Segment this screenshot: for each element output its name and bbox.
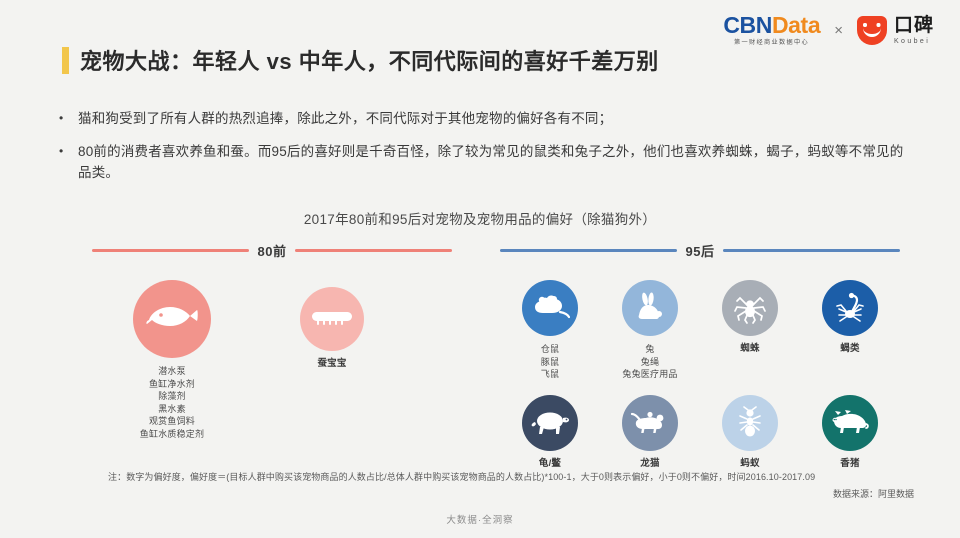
bullet-item: • 猫和狗受到了所有人群的热烈追捧，除此之外，不同代际对于其他宠物的偏好各有不同… xyxy=(56,108,916,129)
brand-bar: CBNData 第一财经商业数据中心 × 口碑 Koubei xyxy=(723,14,934,47)
chinchilla-label-0: 龙猫 xyxy=(640,457,660,469)
bullet-text: 猫和狗受到了所有人群的热烈追捧，除此之外，不同代际对于其他宠物的偏好各有不同； xyxy=(78,111,613,126)
scorpion-label-0: 蝎类 xyxy=(840,343,860,354)
bullet-list: • 猫和狗受到了所有人群的热烈追捧，除此之外，不同代际对于其他宠物的偏好各有不同… xyxy=(56,108,916,195)
panel-80qian-title: 80前 xyxy=(257,243,287,259)
koubei-english-name: Koubei xyxy=(893,37,931,45)
panel-95hou-items: 仓鼠 豚鼠 飞鼠 xyxy=(500,280,900,470)
title-accent-bar xyxy=(62,46,69,74)
item-ant[interactable]: 蚂蚁 xyxy=(700,394,800,471)
spider-label-0: 蜘蛛 xyxy=(740,343,760,354)
pig-labels: 香猪 xyxy=(800,458,900,471)
koubei-logo: 口碑 Koubei xyxy=(856,15,934,45)
bullet-text: 80前的消费者喜欢养鱼和蚕。而95后的喜好则是千奇百怪，除了较为常见的鼠类和兔子… xyxy=(78,144,904,180)
item-scorpion[interactable]: 蝎类 xyxy=(800,280,900,381)
turtle-icon xyxy=(522,394,578,451)
panel-80qian-header: 80前 xyxy=(92,240,452,260)
panel-rule-left xyxy=(92,248,249,252)
fish-labels: 潜水泵 鱼缸净水剂 除藻剂 黑水素 观赏鱼饲料 鱼缸水质稳定剂 xyxy=(92,365,252,440)
rabbit-label-2: 兔兔医疗用品 xyxy=(622,369,678,379)
item-silkworm[interactable]: 蚕宝宝 xyxy=(252,280,412,440)
silkworm-labels: 蚕宝宝 xyxy=(252,358,412,371)
item-fish[interactable]: 潜水泵 鱼缸净水剂 除藻剂 黑水素 观赏鱼饲料 鱼缸水质稳定剂 xyxy=(92,280,252,440)
footnote: 注：数字为偏好度，偏好度＝(目标人群中购买该宠物商品的人数占比/总体人群中购买该… xyxy=(108,472,816,482)
scorpion-labels: 蝎类 xyxy=(800,343,900,356)
spider-labels: 蜘蛛 xyxy=(700,343,800,356)
page-title-text: 宠物大战：年轻人 vs 中年人，不同代际间的喜好千差万别 xyxy=(80,49,659,74)
fish-label-2: 除藻剂 xyxy=(158,391,186,401)
item-chinchilla[interactable]: 龙猫 xyxy=(600,394,700,471)
bullet-item: • 80前的消费者喜欢养鱼和蚕。而95后的喜好则是千奇百怪，除了较为常见的鼠类和… xyxy=(56,141,916,183)
data-source: 数据来源：阿里数据 xyxy=(832,489,914,499)
hamster-label-0: 仓鼠 xyxy=(540,344,560,354)
panel-rule-right xyxy=(295,248,452,252)
hamster-label-1: 豚鼠 xyxy=(540,356,560,367)
pig-icon xyxy=(822,394,878,451)
hamster-icon xyxy=(522,280,578,336)
cbndata-subtitle: 第一财经商业数据中心 xyxy=(734,39,810,46)
hamster-labels: 仓鼠 豚鼠 飞鼠 xyxy=(500,343,600,381)
fish-label-1: 鱼缸净水剂 xyxy=(148,378,195,389)
panel-80qian-items: 潜水泵 鱼缸净水剂 除藻剂 黑水素 观赏鱼饲料 鱼缸水质稳定剂 xyxy=(92,280,452,440)
pig-label-0: 香猪 xyxy=(840,457,860,469)
ant-icon xyxy=(722,394,778,451)
cbndata-data-text: Data xyxy=(771,12,821,38)
chinchilla-icon xyxy=(622,394,678,451)
turtle-label-0: 龟/鳖 xyxy=(538,457,562,469)
bullet-marker: • xyxy=(59,144,64,158)
fish-label-5: 鱼缸水质稳定剂 xyxy=(139,428,205,439)
chart-caption: 2017年80前和95后对宠物及宠物用品的偏好（除猫狗外） xyxy=(303,212,657,227)
spider-icon xyxy=(722,280,778,336)
item-pig[interactable]: 香猪 xyxy=(800,394,900,471)
item-spider[interactable]: 蜘蛛 xyxy=(700,280,800,381)
cbndata-wordmark: CBNData xyxy=(723,14,820,37)
koubei-smile-icon xyxy=(856,15,887,45)
koubei-text-block: 口碑 Koubei xyxy=(894,16,934,45)
koubei-chinese-name: 口碑 xyxy=(893,14,934,36)
footer-brand: 大数据·全洞察 xyxy=(446,515,514,526)
fish-label-3: 黑水素 xyxy=(158,403,186,414)
fish-icon xyxy=(133,280,211,358)
page-title: 宠物大战：年轻人 vs 中年人，不同代际间的喜好千差万别 xyxy=(62,44,659,76)
item-hamster[interactable]: 仓鼠 豚鼠 飞鼠 xyxy=(500,280,600,381)
ant-labels: 蚂蚁 xyxy=(700,458,800,471)
hamster-label-2: 飞鼠 xyxy=(540,369,560,379)
fish-label-4: 观赏鱼饲料 xyxy=(148,416,195,426)
item-rabbit[interactable]: 兔 兔绳 兔兔医疗用品 xyxy=(600,280,700,381)
cbndata-logo: CBNData 第一财经商业数据中心 xyxy=(723,14,820,47)
chinchilla-labels: 龙猫 xyxy=(600,458,700,471)
panel-95hou-title: 95后 xyxy=(685,243,715,259)
turtle-labels: 龟/鳖 xyxy=(500,458,600,471)
panel-80qian: 80前 潜水泵 鱼缸净水剂 除藻剂 黑水素 xyxy=(92,240,452,440)
silkworm-label-0: 蚕宝宝 xyxy=(317,358,347,369)
rabbit-labels: 兔 兔绳 兔兔医疗用品 xyxy=(600,343,700,381)
rabbit-label-1: 兔绳 xyxy=(640,356,660,367)
brand-separator-x: × xyxy=(834,21,843,39)
panel-rule-right xyxy=(723,248,900,252)
panel-95hou: 95后 仓鼠 豚鼠 xyxy=(500,240,900,470)
scorpion-icon xyxy=(822,280,878,336)
ant-label-0: 蚂蚁 xyxy=(740,457,760,469)
rabbit-label-0: 兔 xyxy=(645,344,655,354)
cbndata-cbn-text: CBN xyxy=(723,12,772,38)
rabbit-icon xyxy=(622,280,678,336)
bullet-marker: • xyxy=(59,111,64,125)
panel-95hou-header: 95后 xyxy=(500,240,900,260)
panel-rule-left xyxy=(500,248,677,252)
fish-label-0: 潜水泵 xyxy=(158,366,186,376)
item-turtle[interactable]: 龟/鳖 xyxy=(500,394,600,471)
silkworm-icon xyxy=(300,287,364,351)
